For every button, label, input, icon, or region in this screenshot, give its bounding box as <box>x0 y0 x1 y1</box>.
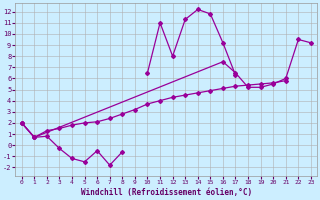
X-axis label: Windchill (Refroidissement éolien,°C): Windchill (Refroidissement éolien,°C) <box>81 188 252 197</box>
